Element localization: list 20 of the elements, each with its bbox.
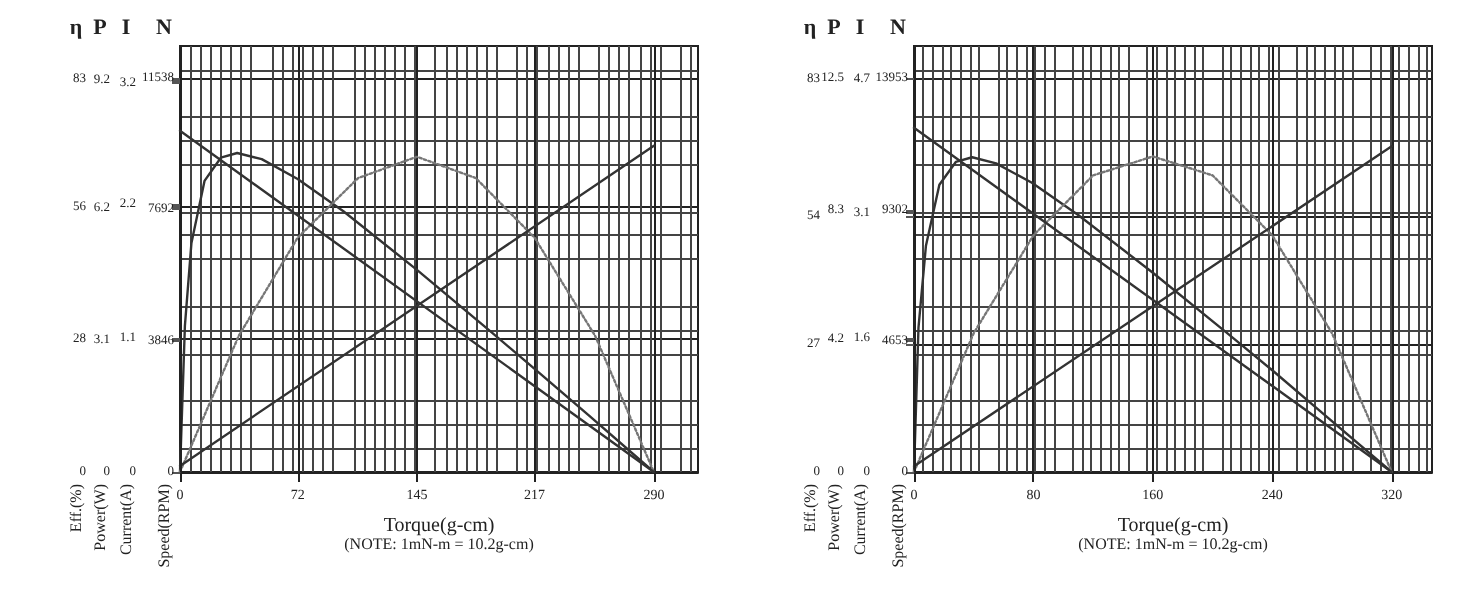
text: (NOTE: 1mN-m = 10.2g-cm) [1078, 535, 1269, 553]
text: N [890, 16, 907, 40]
y2-axis-title: Power(W) [91, 483, 109, 551]
text: (NOTE: 1mN-m = 10.2g-cm) [344, 535, 535, 553]
text: P [93, 16, 108, 40]
text: I [855, 16, 865, 40]
text: I [121, 16, 131, 40]
y-axis-title: Eff.(%) [801, 483, 819, 533]
y3-axis-title: Current(A) [117, 483, 135, 556]
y3-axis-title: Current(A) [851, 483, 869, 556]
text: N [156, 16, 173, 40]
y-axis-title: Speed(RPM) [889, 483, 907, 568]
x-axis-title: Torque(g-cm) [1117, 515, 1229, 537]
y-axis-title: Eff.(%) [67, 483, 85, 533]
y-axis-title: Speed(RPM) [155, 483, 173, 568]
text: η [69, 16, 83, 40]
text: η [803, 16, 817, 40]
text: P [827, 16, 842, 40]
y2-axis-title: Power(W) [825, 483, 843, 551]
x-axis-title: Torque(g-cm) [383, 515, 495, 537]
